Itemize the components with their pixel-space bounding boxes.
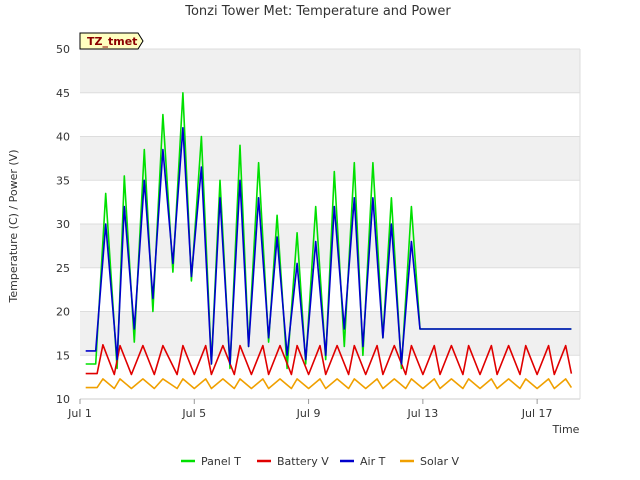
legend-label-air-t: Air T: [360, 455, 386, 468]
y-tick-label: 15: [56, 349, 70, 362]
legend-label-solar-v: Solar V: [420, 455, 460, 468]
x-axis-ticks: Jul 1 Jul 5 Jul 9 Jul 13 Jul 17: [67, 399, 553, 420]
x-tick-label: Jul 1: [67, 407, 92, 420]
tz-tmet-badge: TZ_tmet: [79, 32, 144, 50]
legend-label-battery-v: Battery V: [277, 455, 329, 468]
plot-band: [80, 136, 580, 181]
y-tick-label: 45: [56, 87, 70, 100]
badge-shape: [79, 32, 144, 50]
x-tick-label: Jul 9: [296, 407, 321, 420]
plot-band: [80, 49, 580, 93]
y-tick-label: 25: [56, 262, 70, 275]
y-tick-label: 10: [56, 393, 70, 406]
y-tick-label: 50: [56, 43, 70, 56]
y-tick-label: 35: [56, 174, 70, 187]
y-axis-ticks: 10 15 20 25 30 35 40 45 50: [56, 43, 70, 406]
y-tick-label: 40: [56, 131, 70, 144]
y-axis-label: Temperature (C) / Power (V): [7, 149, 20, 303]
series-layer: [85, 92, 573, 390]
legend: Panel T Battery V Air T Solar V: [181, 455, 460, 468]
x-tick-label: Jul 17: [521, 407, 553, 420]
y-tick-label: 20: [56, 306, 70, 319]
series-line-solar-v: [85, 378, 573, 390]
legend-label-panel-t: Panel T: [201, 455, 241, 468]
series-line-air-t: [85, 127, 572, 365]
x-tick-label: Jul 5: [181, 407, 206, 420]
badge-label: TZ_tmet: [87, 35, 137, 48]
series-line-battery-v: [85, 343, 573, 376]
plot-band: [80, 311, 580, 356]
x-axis-label: Time: [552, 423, 580, 436]
x-tick-label: Jul 13: [406, 407, 438, 420]
chart-title: Tonzi Tower Met: Temperature and Power: [184, 4, 451, 19]
grid-lines: [80, 48, 581, 400]
y-tick-label: 30: [56, 218, 70, 231]
